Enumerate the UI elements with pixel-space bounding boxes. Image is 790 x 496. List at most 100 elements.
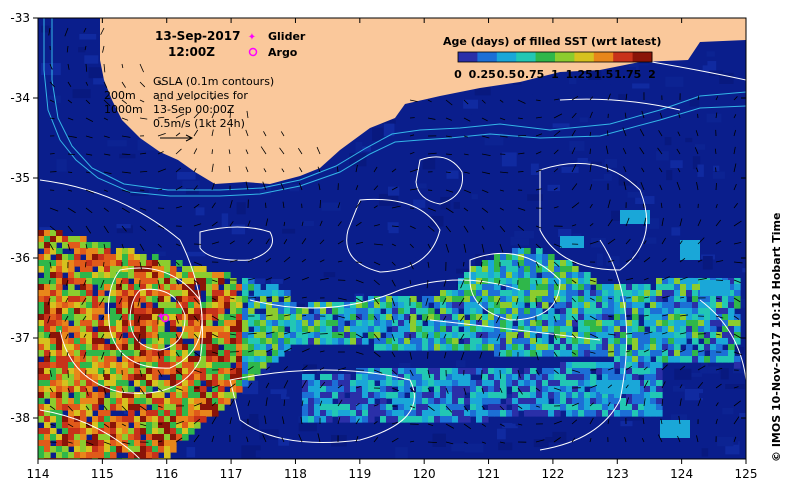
sst-cell (500, 380, 507, 387)
sst-cell (146, 368, 153, 375)
sst-cell (416, 308, 423, 315)
sst-cell (620, 332, 627, 339)
sst-cell (236, 314, 243, 321)
sst-cell (38, 278, 45, 285)
sst-cell (482, 416, 489, 423)
sst-cell (260, 314, 267, 321)
sst-cell (500, 368, 507, 375)
sst-cell (560, 380, 567, 387)
sst-cell (578, 314, 585, 321)
sst-cell (440, 344, 447, 351)
sst-cell (242, 368, 249, 375)
sst-cell (356, 332, 363, 339)
sst-cell (86, 368, 93, 375)
sst-cell (368, 380, 375, 387)
sst-cell (632, 362, 639, 369)
sst-cell (194, 374, 201, 381)
sst-cell (416, 368, 423, 375)
sst-cell (452, 380, 459, 387)
sst-cell (590, 374, 597, 381)
ocean-texture-cell (604, 137, 615, 150)
sst-cell (704, 332, 711, 339)
sst-cell (560, 374, 567, 381)
sst-cell (512, 404, 519, 411)
sst-cell (122, 362, 129, 369)
sst-cell (122, 278, 129, 285)
sst-cell (476, 326, 483, 333)
sst-cell (146, 380, 153, 387)
ocean-texture-cell (399, 363, 410, 369)
sst-cell (242, 314, 249, 321)
sst-cell (482, 290, 489, 297)
sst-cell (56, 446, 63, 453)
sst-cell (542, 392, 549, 399)
sst-patch (680, 240, 700, 260)
sst-cell (194, 308, 201, 315)
sst-cell (668, 326, 675, 333)
sst-cell (146, 416, 153, 423)
sst-cell (566, 272, 573, 279)
ocean-texture-cell (713, 172, 725, 179)
sst-cell (650, 374, 657, 381)
sst-cell (638, 296, 645, 303)
sst-cell (236, 308, 243, 315)
sst-cell (68, 374, 75, 381)
ocean-texture-cell (671, 227, 680, 235)
sst-cell (284, 308, 291, 315)
sst-cell (308, 374, 315, 381)
sst-cell (188, 356, 195, 363)
sst-cell (170, 446, 177, 453)
sst-cell (554, 326, 561, 333)
sst-cell (92, 440, 99, 447)
sst-cell (68, 338, 75, 345)
sst-cell (56, 272, 63, 279)
sst-cell (686, 320, 693, 327)
sst-cell (434, 380, 441, 387)
sst-cell (146, 314, 153, 321)
sst-cell (656, 290, 663, 297)
sst-cell (182, 332, 189, 339)
sst-cell (332, 386, 339, 393)
sst-cell (452, 308, 459, 315)
sst-cell (128, 338, 135, 345)
sst-cell (122, 320, 129, 327)
sst-cell (620, 338, 627, 345)
sst-cell (488, 296, 495, 303)
sst-cell (50, 308, 57, 315)
sst-cell (488, 302, 495, 309)
sst-cell (116, 380, 123, 387)
sst-cell (668, 302, 675, 309)
sst-cell (392, 302, 399, 309)
sst-cell (134, 380, 141, 387)
sst-cell (602, 344, 609, 351)
sst-cell (422, 392, 429, 399)
sst-cell (512, 392, 519, 399)
sst-cell (116, 374, 123, 381)
sst-cell (542, 374, 549, 381)
sst-cell (386, 338, 393, 345)
sst-cell (440, 416, 447, 423)
sst-cell (596, 362, 603, 369)
sst-cell (572, 410, 579, 417)
sst-cell (530, 338, 537, 345)
sst-cell (170, 308, 177, 315)
ocean-texture-cell (597, 253, 603, 265)
sst-cell (176, 410, 183, 417)
sst-cell (308, 404, 315, 411)
sst-cell (668, 284, 675, 291)
sst-cell (140, 278, 147, 285)
ocean-texture-cell (515, 94, 533, 105)
sst-cell (152, 452, 159, 459)
sst-cell (632, 302, 639, 309)
sst-cell (92, 260, 99, 267)
sst-cell (422, 338, 429, 345)
sst-cell (668, 350, 675, 357)
sst-cell (242, 290, 249, 297)
sst-cell (44, 446, 51, 453)
sst-cell (164, 398, 171, 405)
sst-cell (392, 338, 399, 345)
sst-cell (50, 248, 57, 255)
sst-cell (566, 410, 573, 417)
sst-cell (410, 416, 417, 423)
sst-cell (398, 302, 405, 309)
